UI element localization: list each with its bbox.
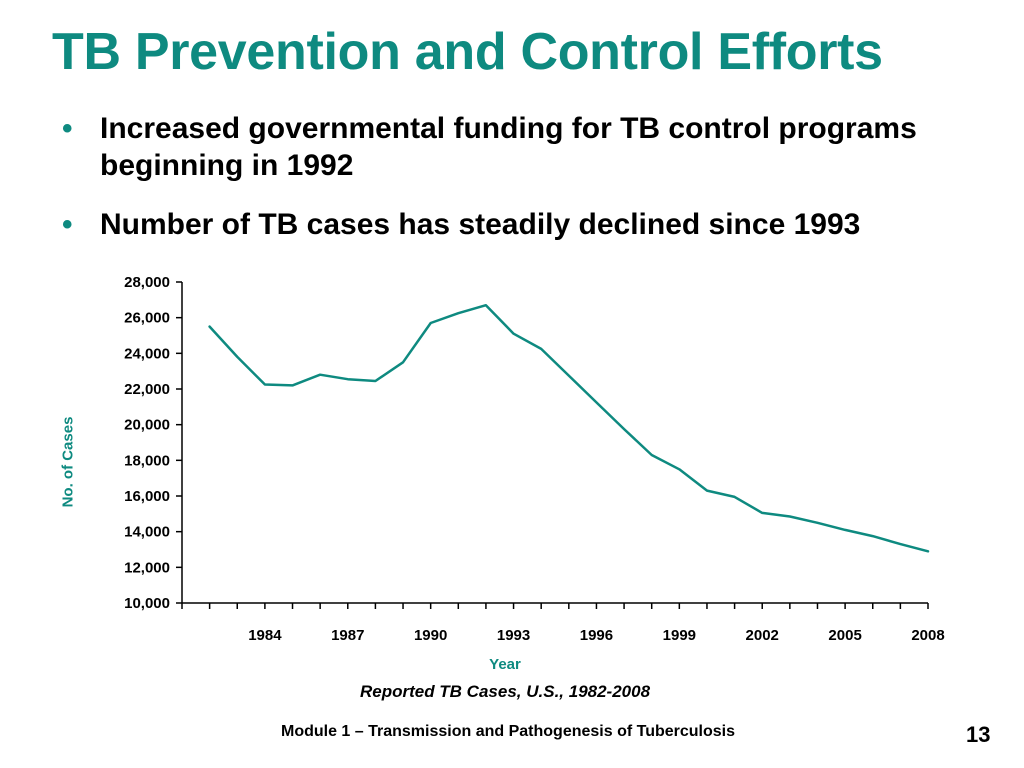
bullet-text: Increased governmental funding for TB co… bbox=[100, 112, 917, 182]
y-tick-label: 18,000 bbox=[124, 452, 170, 469]
bullet-list: • Increased governmental funding for TB … bbox=[62, 110, 992, 265]
bullet-icon: • bbox=[62, 112, 73, 145]
x-tick-label: 2008 bbox=[911, 627, 944, 644]
x-tick-label: 1996 bbox=[580, 627, 613, 644]
y-tick-label: 12,000 bbox=[124, 559, 170, 576]
x-axis: 1984 1987 1990 1993 1996 1999 2002 2005 2008 bbox=[181, 602, 945, 644]
y-tick-label: 28,000 bbox=[124, 274, 170, 291]
x-tick-label: 1987 bbox=[331, 627, 364, 644]
y-tick-label: 24,000 bbox=[124, 345, 170, 362]
y-tick-label: 16,000 bbox=[124, 488, 170, 505]
x-tick-label: 2005 bbox=[828, 627, 861, 644]
y-tick-label: 26,000 bbox=[124, 310, 170, 327]
x-tick-label: 1984 bbox=[248, 627, 282, 644]
bullet-item: • Increased governmental funding for TB … bbox=[62, 110, 992, 184]
x-tick-label: 1990 bbox=[414, 627, 447, 644]
bullet-text: Number of TB cases has steadily declined… bbox=[100, 208, 861, 241]
slide-footer: Module 1 – Transmission and Pathogenesis… bbox=[280, 723, 736, 740]
y-tick-label: 20,000 bbox=[124, 417, 170, 434]
y-axis: 28,000 26,000 24,000 22,000 20,000 18,000 16,0… bbox=[124, 274, 183, 612]
chart-caption: Reported TB Cases, U.S., 1982-2008 bbox=[359, 682, 651, 701]
bullet-icon: • bbox=[62, 208, 73, 241]
y-tick-label: 14,000 bbox=[124, 524, 170, 541]
bullet-item: • Number of TB cases has steadily declin… bbox=[62, 206, 992, 243]
y-axis-title: No. of Cases bbox=[59, 416, 77, 508]
y-tick-label: 22,000 bbox=[124, 381, 170, 398]
series-group bbox=[208, 303, 930, 553]
y-tick-label: 10,000 bbox=[124, 595, 170, 612]
slide-title: TB Prevention and Control Efforts bbox=[52, 23, 883, 81]
x-tick-label: 2002 bbox=[746, 627, 779, 644]
x-axis-title: Year bbox=[489, 656, 521, 673]
series-line-tb-cases bbox=[208, 303, 930, 553]
x-tick-label: 1993 bbox=[497, 627, 530, 644]
x-tick-label: 1999 bbox=[663, 627, 696, 644]
page-number: 13 bbox=[966, 722, 991, 747]
